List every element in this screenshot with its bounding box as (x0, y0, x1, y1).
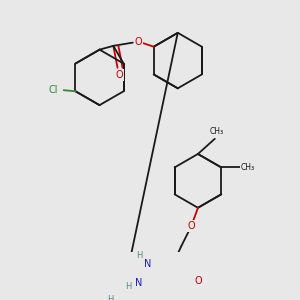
Text: N: N (135, 278, 143, 288)
Text: N: N (144, 259, 151, 269)
Text: Cl: Cl (49, 85, 58, 94)
Text: H: H (107, 295, 114, 300)
Text: O: O (188, 221, 195, 231)
Text: H: H (125, 281, 131, 290)
Text: O: O (195, 276, 202, 286)
Text: H: H (136, 251, 142, 260)
Text: O: O (135, 37, 142, 46)
Text: CH₃: CH₃ (241, 163, 255, 172)
Text: CH₃: CH₃ (209, 127, 224, 136)
Text: O: O (116, 70, 123, 80)
